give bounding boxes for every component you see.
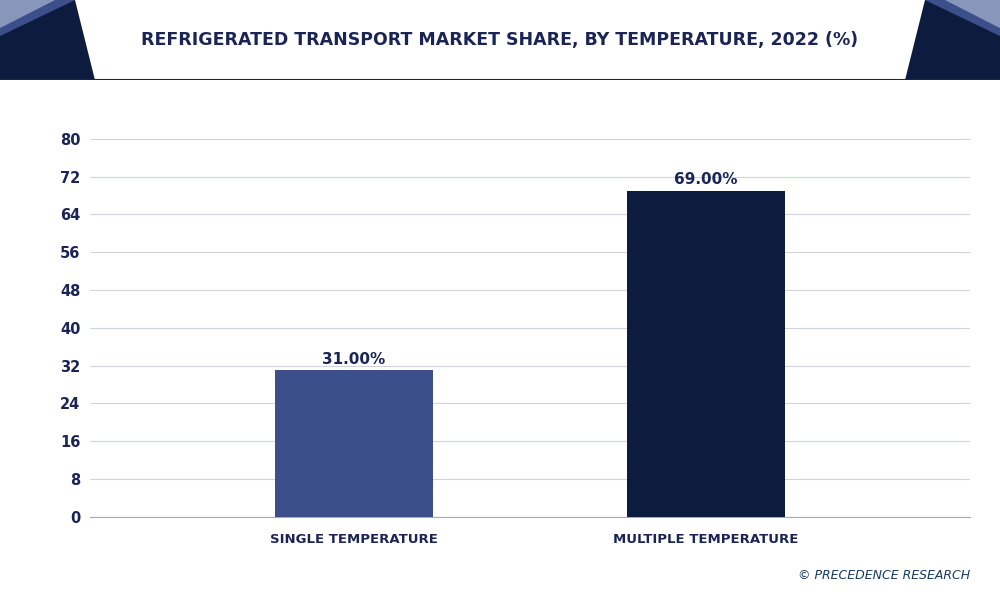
Text: REFRIGERATED TRANSPORT MARKET SHARE, BY TEMPERATURE, 2022 (%): REFRIGERATED TRANSPORT MARKET SHARE, BY …	[141, 31, 859, 49]
Text: © PRECEDENCE RESEARCH: © PRECEDENCE RESEARCH	[798, 569, 970, 582]
Polygon shape	[0, 0, 95, 80]
Polygon shape	[0, 0, 55, 28]
Polygon shape	[925, 0, 1000, 36]
Text: 31.00%: 31.00%	[322, 352, 386, 366]
Bar	[627, 191, 785, 517]
Text: 69.00%: 69.00%	[674, 172, 738, 187]
Bar	[275, 370, 433, 517]
Polygon shape	[0, 0, 75, 36]
Polygon shape	[905, 0, 1000, 80]
Polygon shape	[945, 0, 1000, 28]
